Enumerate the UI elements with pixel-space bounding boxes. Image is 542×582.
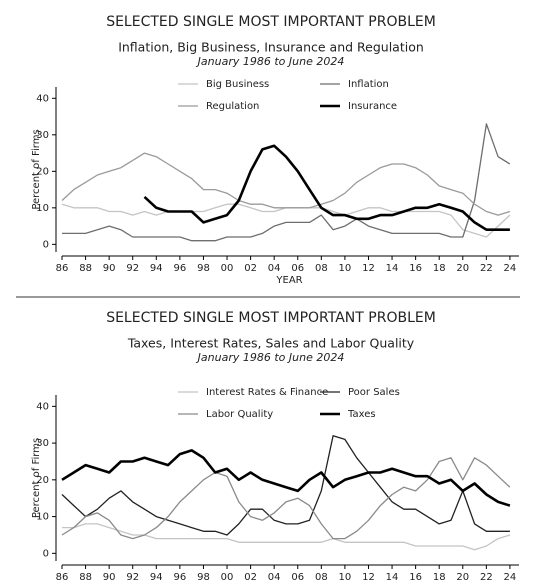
series-line [61, 435, 510, 536]
x-tick-label: 10 [339, 263, 352, 274]
y-tick-label: 20 [36, 475, 49, 486]
x-tick-label: 02 [244, 263, 257, 274]
x-tick-label: 90 [103, 572, 116, 582]
series-line [62, 123, 511, 242]
x-tick-label: 08 [315, 572, 328, 582]
x-tick-label: 18 [433, 572, 446, 582]
x-tick-label: 00 [221, 263, 234, 274]
x-tick-label: 12 [362, 263, 375, 274]
x-tick-label: 06 [291, 572, 304, 582]
x-tick-label: 96 [174, 263, 187, 274]
legend-label: Taxes [347, 409, 376, 420]
x-tick-label: 02 [244, 572, 257, 582]
series-line [62, 523, 511, 551]
x-tick-label: 96 [174, 572, 187, 582]
x-axis-label: YEAR [275, 275, 302, 286]
x-tick-label: 04 [268, 263, 281, 274]
x-tick-label: 08 [315, 263, 328, 274]
legend-label: Poor Sales [348, 387, 400, 398]
x-tick-label: 24 [504, 263, 517, 274]
y-tick-label: 40 [36, 93, 49, 104]
y-tick-label: 10 [36, 203, 49, 214]
y-tick-label: 40 [36, 401, 49, 412]
date-range: January 1986 to June 2024 [196, 55, 345, 68]
y-tick-label: 30 [36, 130, 49, 141]
legend-label: Insurance [348, 101, 397, 112]
x-tick-label: 92 [126, 263, 139, 274]
x-tick-label: 22 [480, 572, 493, 582]
chart-subtitle: Inflation, Big Business, Insurance and R… [118, 40, 424, 55]
x-tick-label: 06 [291, 263, 304, 274]
y-tick-label: 20 [36, 166, 49, 177]
legend-label: Interest Rates & Finance [206, 387, 328, 398]
chart-title: SELECTED SINGLE MOST IMPORTANT PROBLEM [106, 310, 436, 326]
x-tick-label: 12 [362, 572, 375, 582]
x-tick-label: 14 [386, 263, 399, 274]
x-tick-label: 88 [79, 263, 92, 274]
series-line [61, 457, 511, 540]
x-tick-label: 90 [103, 263, 116, 274]
legend-label: Regulation [206, 101, 259, 112]
y-axis-label: Percent of Firms [31, 129, 42, 209]
series-line [61, 203, 511, 238]
y-axis-label: Percent of Firms [31, 438, 42, 518]
x-tick-label: 10 [339, 572, 352, 582]
x-tick-label: 14 [386, 572, 399, 582]
y-tick-label: 10 [36, 512, 49, 523]
x-tick-label: 88 [79, 572, 92, 582]
x-tick-label: 00 [221, 572, 234, 582]
y-tick-label: 0 [43, 239, 49, 250]
x-tick-label: 16 [409, 263, 422, 274]
x-tick-label: 18 [433, 263, 446, 274]
x-tick-label: 22 [480, 263, 493, 274]
x-tick-label: 86 [56, 263, 69, 274]
x-tick-label: 92 [126, 572, 139, 582]
x-tick-label: 98 [197, 572, 210, 582]
x-tick-label: 16 [409, 572, 422, 582]
legend-label: Labor Quality [206, 409, 273, 420]
chart-title: SELECTED SINGLE MOST IMPORTANT PROBLEM [106, 14, 436, 30]
series-line [143, 144, 510, 231]
legend-label: Big Business [206, 79, 269, 90]
x-tick-label: 20 [456, 572, 469, 582]
x-tick-label: 94 [150, 263, 163, 274]
x-tick-label: 98 [197, 263, 210, 274]
x-tick-label: 04 [268, 572, 281, 582]
y-tick-label: 0 [43, 548, 49, 559]
date-range: January 1986 to June 2024 [196, 351, 345, 364]
series-line [61, 449, 511, 507]
x-tick-label: 20 [456, 263, 469, 274]
x-tick-label: 86 [56, 572, 69, 582]
series-line [61, 152, 511, 216]
legend-label: Inflation [348, 79, 389, 90]
x-tick-label: 94 [150, 572, 163, 582]
y-tick-label: 30 [36, 438, 49, 449]
chart-subtitle: Taxes, Interest Rates, Sales and Labor Q… [127, 336, 415, 351]
x-tick-label: 24 [504, 572, 517, 582]
